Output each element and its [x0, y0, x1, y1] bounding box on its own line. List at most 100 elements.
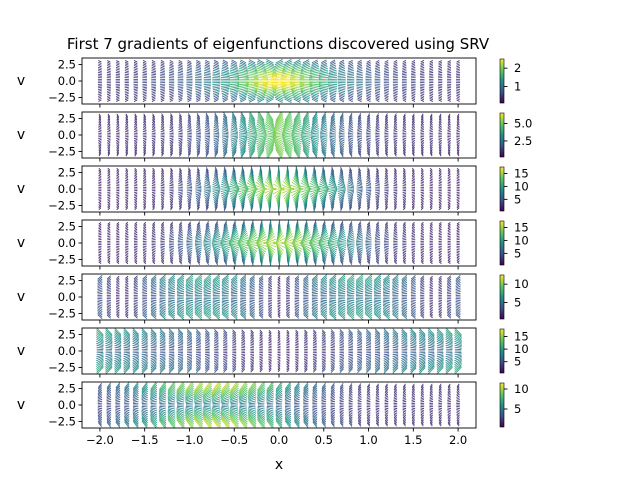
- quiver-arrow: [241, 205, 245, 212]
- quiver-arrow: [133, 99, 138, 102]
- quiver-arrow: [212, 281, 221, 287]
- quiver-arrow: [213, 126, 220, 131]
- quiver-arrow: [133, 250, 138, 253]
- quiver-arrow: [313, 203, 317, 211]
- quiver-arrow: [338, 294, 346, 296]
- quiver-arrow: [366, 231, 372, 236]
- quiver-arrow: [302, 248, 310, 258]
- quiver-arrow: [294, 285, 300, 289]
- quiver-arrow: [107, 149, 111, 154]
- quiver-arrow: [420, 205, 424, 209]
- quiver-arrow: [107, 227, 111, 230]
- quiver-arrow: [348, 256, 353, 262]
- quiver-arrow: [429, 130, 434, 133]
- quiver-arrow: [411, 181, 416, 184]
- quiver-arrow: [222, 62, 229, 67]
- quiver-arrow: [238, 182, 249, 189]
- quiver-arrow: [213, 142, 219, 148]
- quiver-arrow: [438, 132, 442, 134]
- quiver-arrow: [205, 117, 210, 123]
- quiver-arrow: [196, 255, 201, 261]
- quiver-arrow: [125, 172, 129, 176]
- quiver-arrow: [98, 232, 102, 235]
- quiver-arrow: [273, 65, 285, 71]
- quiver-arrow: [239, 95, 247, 100]
- quiver-arrow: [366, 222, 371, 227]
- quiver-arrow: [194, 243, 202, 246]
- quiver-arrow: [346, 274, 355, 281]
- quiver-arrow: [291, 188, 303, 197]
- quiver-arrow: [213, 139, 220, 144]
- quiver-arrow: [384, 65, 389, 68]
- quiver-arrow: [429, 75, 434, 77]
- quiver-arrow: [311, 289, 318, 292]
- quiver-arrow: [203, 243, 212, 246]
- quiver-arrow: [240, 302, 247, 305]
- quiver-arrow: [161, 203, 165, 207]
- quiver-arrow: [220, 189, 230, 192]
- quiver-arrow: [375, 194, 380, 197]
- quiver-arrow: [456, 230, 460, 233]
- quiver-arrow: [223, 112, 228, 119]
- quiver-arrow: [161, 149, 165, 154]
- quiver-arrow: [311, 118, 318, 126]
- quiver-arrow: [160, 118, 165, 123]
- quiver-arrow: [160, 88, 165, 91]
- quiver-arrow: [170, 203, 174, 208]
- quiver-arrow: [429, 94, 434, 97]
- quiver-arrow: [393, 259, 397, 263]
- quiver-arrow: [373, 299, 382, 302]
- quiver-arrow: [402, 193, 407, 195]
- quiver-arrow: [438, 91, 443, 94]
- quiver-arrow: [194, 275, 203, 283]
- quiver-arrow: [249, 251, 255, 261]
- quiver-arrow: [301, 136, 311, 140]
- quiver-arrow: [160, 93, 165, 96]
- quiver-arrow: [203, 279, 212, 286]
- quiver-arrow: [257, 190, 265, 201]
- quiver-arrow: [257, 60, 265, 66]
- quiver-arrow: [203, 302, 212, 306]
- quiver-arrow: [259, 221, 263, 229]
- quiver-arrow: [160, 246, 165, 249]
- quiver-arrow: [231, 59, 237, 64]
- quiver-arrow: [456, 73, 461, 76]
- quiver-arrow: [230, 310, 238, 317]
- quiver-arrow: [285, 285, 290, 289]
- quiver-arrow: [456, 116, 460, 121]
- quiver-arrow: [319, 69, 329, 73]
- quiver-arrow: [125, 253, 129, 256]
- quiver-arrow: [160, 144, 165, 149]
- quiver-arrow: [187, 119, 192, 124]
- quiver-arrow: [187, 203, 192, 208]
- quiver-arrow: [447, 85, 452, 87]
- quiver-arrow: [116, 200, 120, 204]
- quiver-arrow: [106, 90, 111, 92]
- quiver-arrow: [170, 223, 174, 227]
- quiver-arrow: [222, 61, 229, 65]
- quiver-arrow: [393, 144, 398, 149]
- quiver-arrow: [420, 85, 425, 87]
- quiver-arrow: [285, 304, 290, 307]
- quiver-arrow: [228, 243, 240, 246]
- quiver-arrow: [151, 73, 156, 76]
- quiver-arrow: [347, 66, 354, 70]
- quiver-arrow: [134, 115, 138, 119]
- quiver-arrow: [160, 231, 165, 235]
- quiver-arrow: [268, 277, 272, 281]
- quiver-arrow: [347, 184, 355, 188]
- quiver-arrow: [213, 132, 220, 135]
- quiver-arrow: [177, 73, 184, 76]
- quiver-arrow: [142, 278, 148, 283]
- quiver-arrow: [195, 130, 201, 133]
- quiver-arrow: [320, 195, 327, 203]
- quiver-arrow: [168, 299, 175, 302]
- quiver-arrow: [402, 138, 407, 142]
- quiver-arrow: [365, 91, 372, 94]
- quiver-arrow: [356, 193, 363, 198]
- quiver-arrow: [266, 96, 275, 102]
- quiver-arrow: [98, 123, 102, 127]
- quiver-arrow: [375, 151, 380, 156]
- quiver-arrow: [295, 168, 299, 177]
- quiver-arrow: [339, 196, 345, 202]
